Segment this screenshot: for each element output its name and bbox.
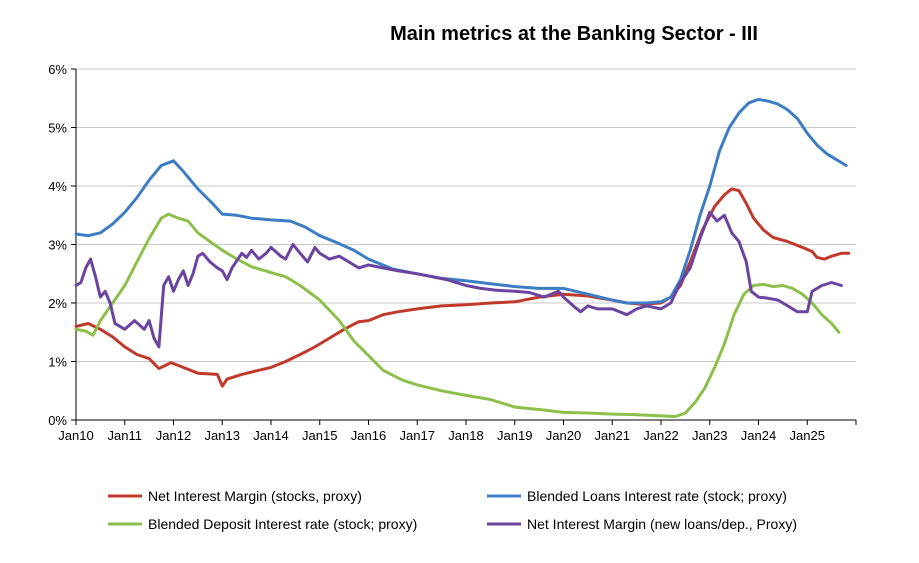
legend-item: Net Interest Margin (new loans/dep., Pro… xyxy=(487,516,797,532)
series-line-4 xyxy=(74,210,843,349)
y-tick-label: 2% xyxy=(48,296,67,311)
x-tick-label: Jan19 xyxy=(497,428,532,443)
legend-label: Net Interest Margin (new loans/dep., Pro… xyxy=(527,516,797,532)
x-axis-ticks: Jan10 Jan11 Jan12 Jan13 Jan14 Jan15 Jan16 Jan17… xyxy=(58,428,825,443)
x-tick-label: Jan17 xyxy=(400,428,435,443)
x-tick-label: Jan20 xyxy=(546,428,581,443)
x-tick-label: Jan25 xyxy=(790,428,825,443)
legend-item: Net Interest Margin (stocks, proxy) xyxy=(108,488,362,504)
y-tick-label: 1% xyxy=(48,355,67,370)
y-tick-label: 3% xyxy=(48,238,67,253)
series-line-1 xyxy=(74,187,851,388)
series-line-2 xyxy=(74,97,848,305)
x-tick-label: Jan22 xyxy=(643,428,678,443)
x-tick-label: Jan11 xyxy=(108,428,142,443)
x-tick-label: Jan16 xyxy=(351,428,386,443)
x-tick-label: Jan23 xyxy=(692,428,727,443)
grid xyxy=(76,68,856,362)
y-tick-label: 0% xyxy=(48,413,67,428)
series-lines xyxy=(74,97,851,418)
x-tick-label: Jan18 xyxy=(448,428,483,443)
legend-label: Blended Loans Interest rate (stock; prox… xyxy=(527,488,787,504)
legend-item: Blended Deposit Interest rate (stock; pr… xyxy=(108,516,417,532)
y-axis-ticks: 0% 1% 2% 3% 4% 5% 6% xyxy=(48,62,67,428)
chart-title: Main metrics at the Banking Sector - III xyxy=(390,23,758,45)
x-tick-label: Jan14 xyxy=(253,428,288,443)
series-line-3 xyxy=(74,212,841,418)
legend-label: Blended Deposit Interest rate (stock; pr… xyxy=(148,516,417,532)
legend-label: Net Interest Margin (stocks, proxy) xyxy=(148,488,362,504)
x-tick-label: Jan10 xyxy=(58,428,93,443)
legend-item: Blended Loans Interest rate (stock; prox… xyxy=(487,488,787,504)
x-tick-label: Jan12 xyxy=(156,428,191,443)
legend: Net Interest Margin (stocks, proxy) Blend… xyxy=(108,488,797,532)
y-tick-label: 6% xyxy=(48,62,67,77)
y-tick-label: 4% xyxy=(48,179,67,194)
x-tick-label: Jan21 xyxy=(595,428,630,443)
axes xyxy=(71,68,857,425)
x-tick-label: Jan24 xyxy=(741,428,776,443)
x-tick-label: Jan15 xyxy=(302,428,337,443)
y-tick-label: 5% xyxy=(48,121,67,136)
x-tick-label: Jan13 xyxy=(205,428,240,443)
